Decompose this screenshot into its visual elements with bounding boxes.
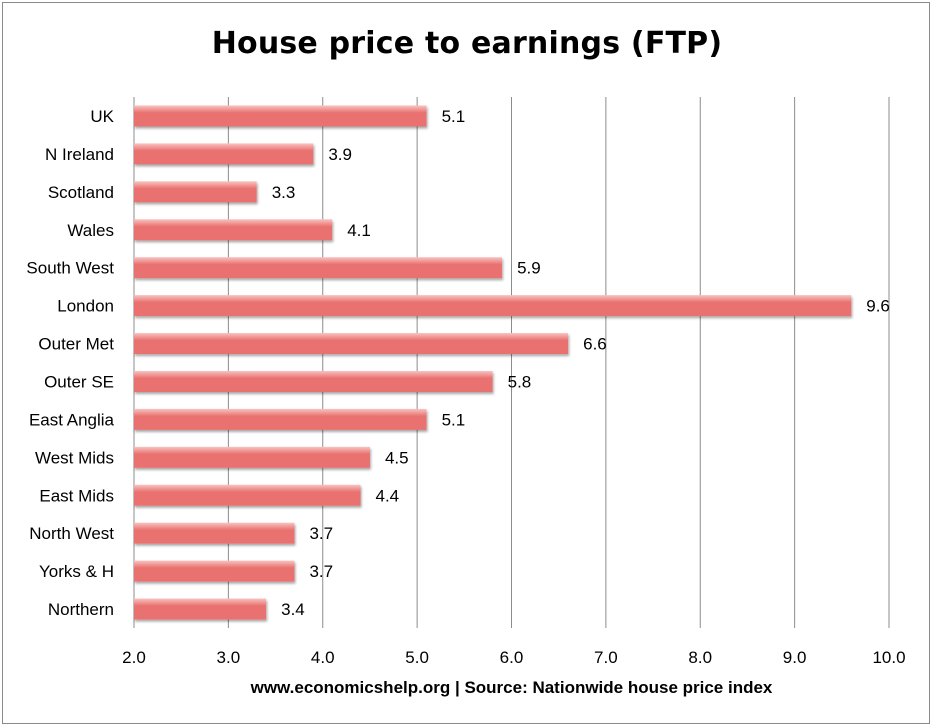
category-label: East Mids [39,486,114,505]
chart-title: House price to earnings (FTP) [211,26,723,61]
category-label: N Ireland [45,145,114,164]
source-note: www.economicshelp.org | Source: Nationwi… [250,678,773,697]
category-label: Outer SE [44,372,114,391]
value-label: 4.1 [347,221,371,240]
x-tick-label: 4.0 [311,648,335,667]
value-label: 9.6 [866,297,890,316]
value-label: 3.4 [281,600,305,619]
x-tick-label: 6.0 [500,648,524,667]
bar [134,105,427,127]
category-label: Scotland [48,183,114,202]
x-tick-label: 7.0 [594,648,618,667]
bar [134,181,257,203]
category-label: London [57,297,114,316]
value-label: 5.1 [442,107,466,126]
x-tick-label: 5.0 [405,648,429,667]
category-label: East Anglia [29,410,115,429]
value-label: 4.5 [385,448,409,467]
x-tick-label: 9.0 [783,648,807,667]
x-tick-label: 2.0 [122,648,146,667]
category-label: UK [90,107,114,126]
category-label: Yorks & H [39,562,114,581]
category-label: South West [26,259,114,278]
bar [134,446,370,468]
category-label: West Mids [35,448,114,467]
category-label: Wales [67,221,114,240]
category-label: North West [29,524,114,543]
category-label: Outer Met [38,335,114,354]
value-label: 3.3 [272,183,296,202]
value-label: 6.6 [583,335,607,354]
value-label: 3.7 [309,524,333,543]
category-label: Northern [48,600,114,619]
x-tick-label: 10.0 [872,648,905,667]
bar [134,257,503,279]
bar [134,219,333,241]
value-label: 4.4 [376,486,400,505]
bar [134,333,569,355]
bar [134,560,295,582]
value-label: 5.8 [508,372,532,391]
bar [134,143,314,165]
value-label: 5.9 [517,259,541,278]
value-label: 3.7 [309,562,333,581]
bar [134,484,361,506]
x-tick-label: 8.0 [688,648,712,667]
bar [134,522,295,544]
bar [134,295,852,317]
bar [134,370,493,392]
bar [134,598,267,620]
value-label: 5.1 [442,410,466,429]
bar [134,408,427,430]
x-tick-label: 3.0 [217,648,241,667]
value-label: 3.9 [328,145,352,164]
